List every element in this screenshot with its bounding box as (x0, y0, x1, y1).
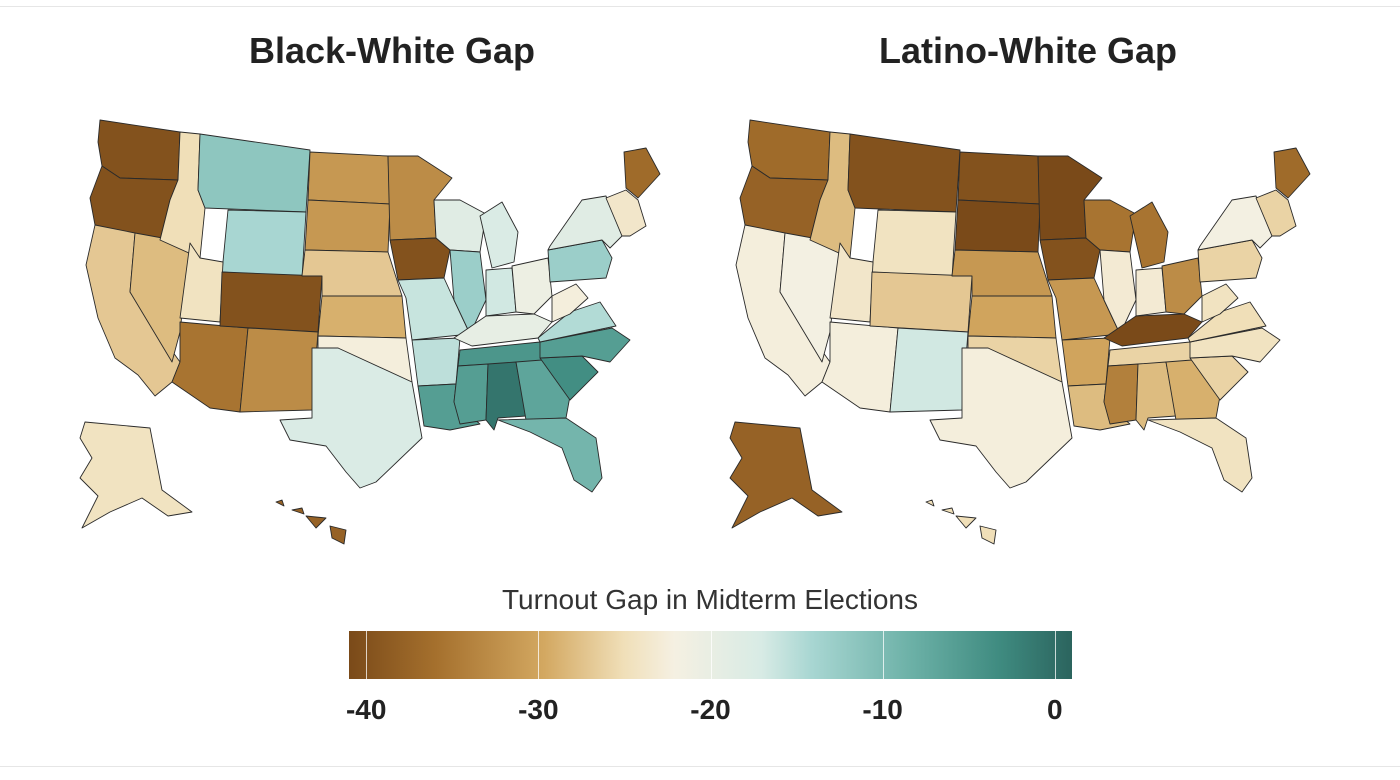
black-white-state-in (485, 267, 517, 317)
black-white-state-oh (511, 257, 553, 315)
latino-white-state-mi (1129, 201, 1169, 269)
legend-title: Turnout Gap in Midterm Elections (501, 584, 919, 615)
legend-tick-label: -40 (345, 694, 387, 725)
legend-tick-mark (366, 631, 368, 679)
black-white-state-hi (275, 499, 347, 545)
legend-color-bar (349, 631, 1072, 679)
latino-white-state-fl (1147, 417, 1253, 493)
latino-white-state-tx (929, 347, 1073, 489)
black-white-state-ne-small (605, 189, 647, 237)
legend-tick-label: -20 (690, 694, 731, 725)
panel-title-latino-white: Latino-White Gap (879, 30, 1177, 71)
latino-white-state-hi (925, 499, 997, 545)
latino-white-state-ia (1039, 237, 1101, 281)
latino-white-state-co (869, 271, 973, 333)
black-white-state-ak (79, 421, 193, 529)
latino-white-state-ms (1103, 363, 1139, 425)
black-white-state-ga (515, 359, 571, 421)
legend-tick-mark (538, 631, 540, 679)
black-white-state-me (623, 147, 661, 199)
black-white-state-wv (551, 283, 589, 323)
black-white-state-wy (221, 209, 307, 279)
black-white-state-nd (307, 151, 391, 205)
black-white-state-co (219, 271, 323, 333)
map-latino-white-gap (729, 119, 1311, 545)
black-white-state-mt (197, 133, 311, 213)
latino-white-state-nm (889, 327, 969, 413)
latino-white-state-ak (729, 421, 843, 529)
top-rule (0, 6, 1400, 7)
black-white-state-ia (389, 237, 451, 281)
panel-title-black-white: Black-White Gap (248, 30, 536, 71)
legend-tick-label: -10 (862, 694, 903, 725)
legend-tick-mark (710, 631, 712, 679)
black-white-state-mi (479, 201, 519, 269)
black-white-state-ny (547, 195, 623, 251)
black-white-state-ms (453, 363, 489, 425)
latino-white-state-ga (1165, 359, 1221, 421)
black-white-state-nm (239, 327, 319, 413)
legend-tick-label: -30 (518, 694, 559, 725)
latino-white-state-wy (871, 209, 957, 279)
latino-white-state-ks (967, 295, 1057, 339)
latino-white-state-wv (1201, 283, 1239, 323)
latino-white-state-ar (1061, 337, 1111, 387)
black-white-state-fl (497, 417, 603, 493)
black-white-state-ar (411, 337, 461, 387)
black-white-state-sd (304, 199, 391, 253)
legend-tick-label: 0 (1046, 694, 1063, 725)
black-white-state-az (171, 321, 249, 413)
legend-tick-mark (1054, 631, 1056, 679)
bottom-rule (0, 766, 1400, 767)
latino-white-state-nc (1189, 327, 1281, 363)
latino-white-state-az (821, 321, 899, 413)
latino-white-state-in (1135, 267, 1167, 317)
black-white-state-nc (539, 327, 631, 363)
latino-white-state-sd (954, 199, 1041, 253)
latino-white-state-me (1273, 147, 1311, 199)
latino-white-state-ny (1197, 195, 1273, 251)
latino-white-state-nd (957, 151, 1041, 205)
black-white-state-il (449, 249, 487, 335)
black-white-state-tx (279, 347, 423, 489)
legend-tick-mark (882, 631, 884, 679)
latino-white-state-il (1099, 249, 1137, 335)
black-white-state-ks (317, 295, 407, 339)
latino-white-state-mt (847, 133, 961, 213)
latino-white-state-oh (1161, 257, 1203, 315)
map-black-white-gap (79, 119, 661, 545)
latino-white-state-ne-small (1255, 189, 1297, 237)
